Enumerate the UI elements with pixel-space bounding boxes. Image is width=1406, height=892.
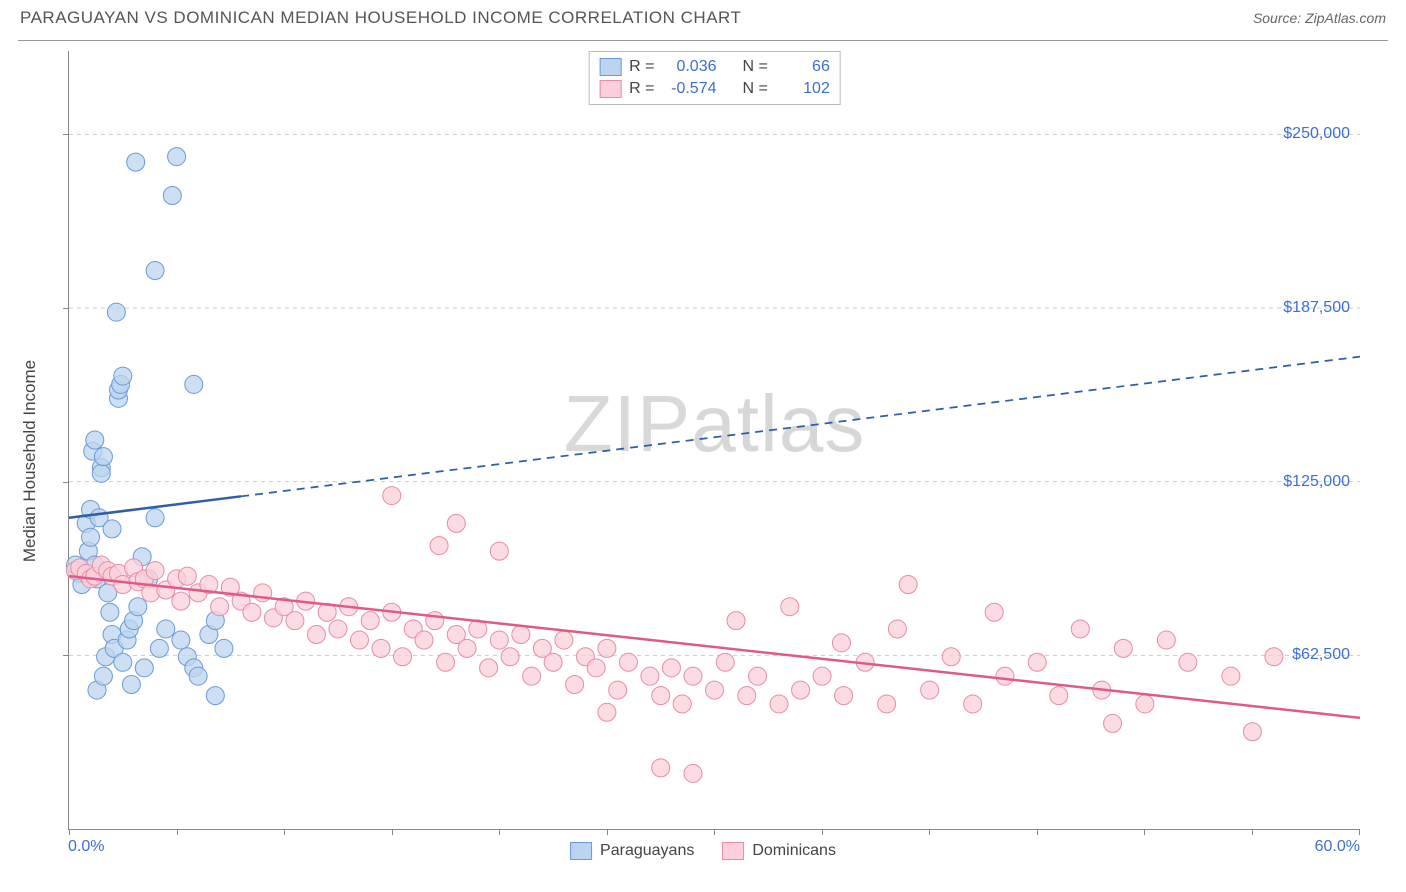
chart-header: PARAGUAYAN VS DOMINICAN MEDIAN HOUSEHOLD…	[0, 0, 1406, 32]
chart-source: Source: ZipAtlas.com	[1253, 10, 1386, 26]
chart-title: PARAGUAYAN VS DOMINICAN MEDIAN HOUSEHOLD…	[20, 8, 741, 28]
legend-row-paraguayans: R = 0.036 N = 66	[599, 56, 830, 78]
legend-series: Paraguayans Dominicans	[570, 842, 836, 860]
x-tick-max: 60.0%	[1315, 838, 1360, 856]
swatch-paraguayans	[599, 58, 621, 76]
chart-container: Median Household Income ZIPatlas R = 0.0…	[18, 40, 1388, 880]
r-label: R =	[629, 80, 654, 98]
x-tick-min: 0.0%	[68, 838, 104, 856]
n-label: N =	[743, 80, 768, 98]
swatch-dominicans	[599, 80, 621, 98]
y-tick-label: $187,500	[1283, 299, 1350, 317]
legend-label-paraguayans: Paraguayans	[600, 842, 694, 860]
swatch-paraguayans-icon	[570, 842, 592, 860]
plot-area: ZIPatlas R = 0.036 N = 66 R = -0.574 N =…	[68, 51, 1360, 830]
r-label: R =	[629, 58, 654, 76]
n-value-paraguayans: 66	[776, 58, 830, 76]
y-tick-label: $250,000	[1283, 125, 1350, 143]
y-tick-label: $125,000	[1283, 473, 1350, 491]
n-label: N =	[743, 58, 768, 76]
plot-svg	[69, 51, 1360, 829]
y-axis-label: Median Household Income	[20, 359, 40, 561]
y-tick-label: $62,500	[1292, 646, 1350, 664]
legend-label-dominicans: Dominicans	[752, 842, 836, 860]
r-value-dominicans: -0.574	[663, 80, 717, 98]
legend-item-dominicans: Dominicans	[722, 842, 836, 860]
r-value-paraguayans: 0.036	[663, 58, 717, 76]
legend-correlation: R = 0.036 N = 66 R = -0.574 N = 102	[588, 51, 841, 105]
legend-row-dominicans: R = -0.574 N = 102	[599, 78, 830, 100]
n-value-dominicans: 102	[776, 80, 830, 98]
swatch-dominicans-icon	[722, 842, 744, 860]
legend-item-paraguayans: Paraguayans	[570, 842, 694, 860]
